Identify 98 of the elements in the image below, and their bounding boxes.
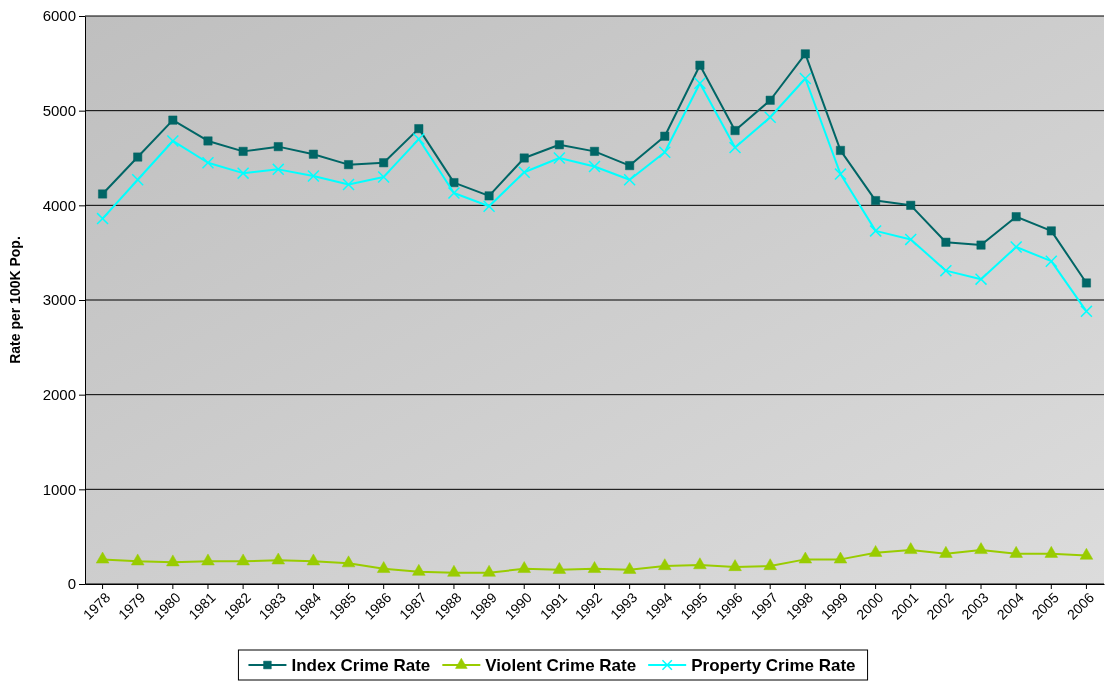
point — [693, 76, 707, 90]
y-tick-label: 0 — [67, 575, 76, 593]
point — [201, 553, 215, 566]
point — [203, 136, 213, 146]
point — [201, 156, 215, 169]
point — [519, 153, 529, 163]
point — [939, 546, 953, 558]
point — [623, 173, 636, 186]
point — [447, 186, 461, 200]
point — [166, 134, 180, 148]
y-tick-label: 2000 — [42, 385, 76, 403]
point — [238, 146, 248, 156]
point — [553, 151, 566, 165]
point — [660, 131, 670, 141]
legend-label: Violent Crime Rate — [485, 655, 637, 675]
point — [904, 233, 917, 246]
point — [168, 115, 178, 125]
point — [1082, 278, 1091, 288]
y-tick-label: 6000 — [42, 7, 76, 25]
point — [1011, 212, 1021, 222]
point — [728, 141, 742, 154]
point — [449, 178, 459, 188]
point — [344, 160, 353, 170]
point — [871, 196, 881, 206]
point — [307, 169, 320, 183]
point — [412, 132, 426, 146]
point — [1046, 226, 1056, 236]
point — [271, 552, 285, 565]
point — [1009, 546, 1023, 558]
point — [98, 189, 107, 199]
point — [904, 542, 918, 554]
point — [625, 161, 635, 171]
point — [447, 565, 461, 577]
point — [133, 152, 143, 162]
point — [517, 561, 531, 573]
point — [272, 163, 285, 176]
y-tick-label: 5000 — [42, 101, 76, 119]
point — [658, 146, 671, 159]
point — [308, 149, 318, 159]
y-tick-label: 3000 — [42, 291, 76, 309]
point — [590, 146, 599, 156]
point — [131, 553, 145, 566]
point — [588, 160, 601, 173]
point — [834, 167, 847, 181]
point — [377, 561, 391, 573]
point — [482, 565, 496, 577]
point — [554, 140, 564, 150]
point — [95, 551, 110, 564]
point — [836, 145, 845, 155]
point — [976, 240, 986, 250]
point — [1045, 254, 1058, 268]
point — [799, 72, 812, 85]
point — [695, 60, 705, 70]
y-tick-label: 4000 — [42, 196, 76, 214]
point — [869, 545, 883, 557]
point — [96, 212, 109, 225]
point — [341, 555, 356, 568]
point — [414, 124, 424, 134]
point — [342, 178, 355, 191]
point — [587, 561, 602, 573]
point — [484, 191, 494, 201]
point — [236, 553, 250, 566]
point — [273, 142, 283, 152]
point — [1080, 305, 1093, 318]
legend-label: Index Crime Rate — [291, 655, 431, 675]
point — [1009, 240, 1023, 254]
point — [166, 554, 180, 567]
point — [939, 264, 953, 277]
y-axis-title: Rate per 100K Pop. — [7, 236, 23, 364]
point — [412, 564, 426, 576]
point — [552, 562, 566, 574]
point — [974, 272, 988, 286]
point — [1079, 548, 1094, 560]
point — [1044, 546, 1058, 558]
point — [906, 200, 916, 210]
point — [377, 170, 390, 184]
point — [763, 558, 777, 570]
legend-label: Property Crime Rate — [691, 655, 856, 675]
point — [693, 557, 707, 569]
point — [728, 559, 742, 571]
point — [658, 558, 672, 570]
point — [798, 551, 812, 564]
point — [623, 562, 637, 574]
point — [482, 200, 496, 213]
point — [869, 224, 882, 238]
point — [306, 553, 320, 566]
point — [131, 173, 144, 186]
point — [518, 165, 531, 179]
point — [941, 237, 951, 247]
point — [730, 126, 740, 135]
y-tick-label: 1000 — [42, 480, 76, 498]
point — [800, 49, 810, 59]
point — [379, 158, 389, 168]
point — [763, 111, 777, 124]
point — [236, 166, 250, 180]
point — [765, 95, 775, 105]
point — [974, 542, 988, 554]
point — [833, 551, 848, 564]
